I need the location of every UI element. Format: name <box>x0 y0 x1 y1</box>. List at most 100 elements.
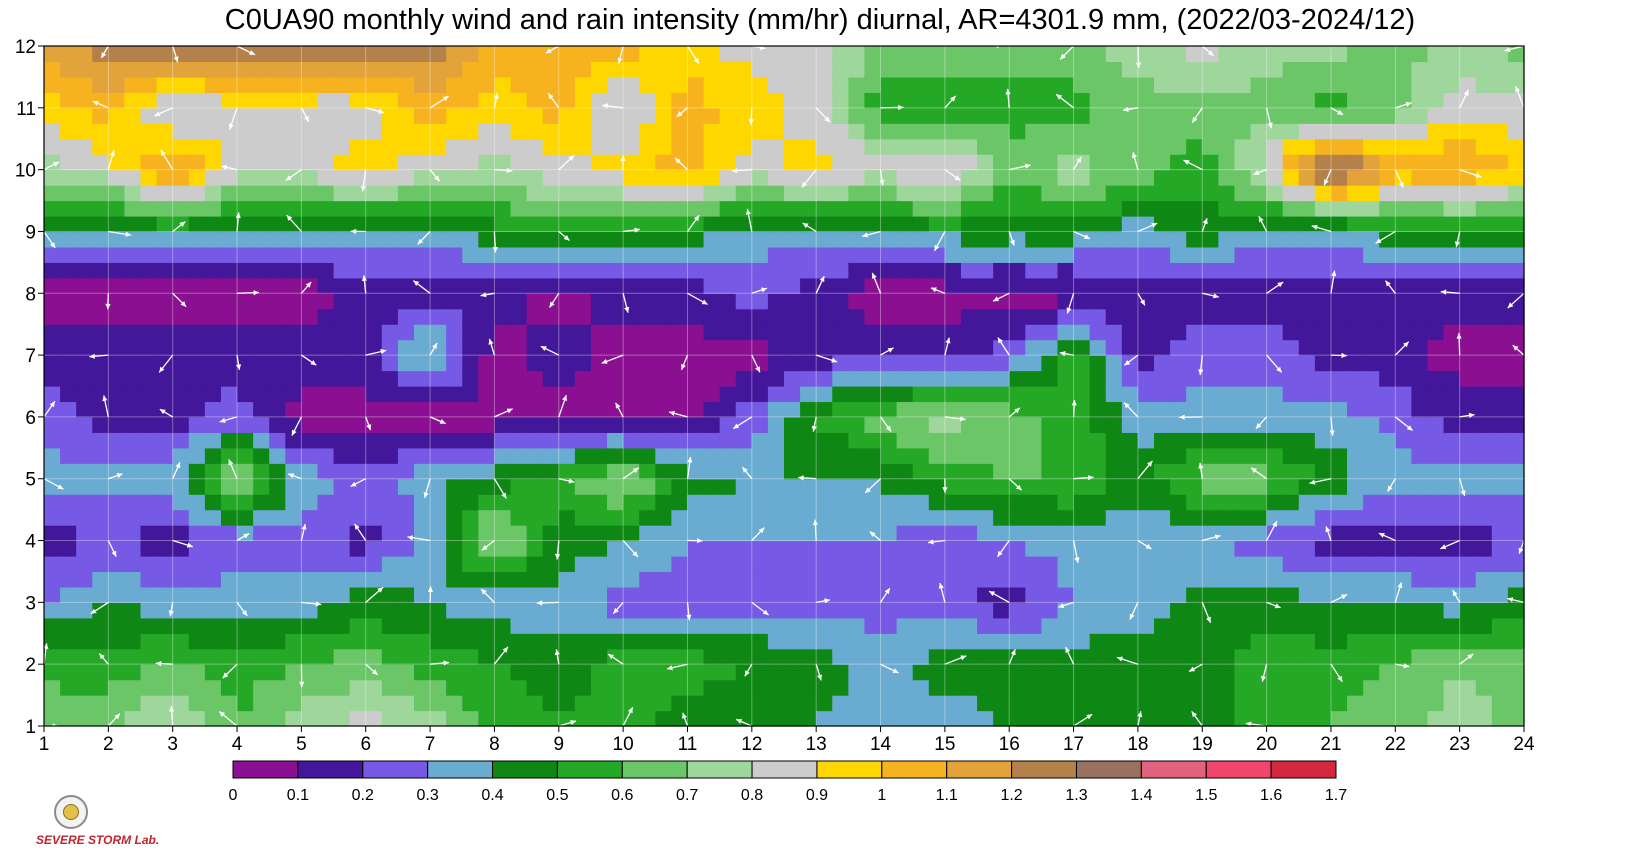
heatmap-cell <box>558 246 576 263</box>
heatmap-cell <box>76 494 93 511</box>
heatmap-cell <box>1507 107 1525 124</box>
heatmap-cell <box>44 308 61 325</box>
heatmap-cell <box>1347 447 1364 464</box>
heatmap-cell <box>977 324 994 341</box>
heatmap-cell <box>1250 679 1268 696</box>
wind-vector-head <box>1277 282 1284 288</box>
heatmap-cell <box>1234 463 1252 480</box>
heatmap-cell <box>1170 695 1187 712</box>
heatmap-cell <box>172 277 190 294</box>
heatmap-cell <box>719 123 737 140</box>
heatmap-cell <box>1475 231 1493 248</box>
heatmap-cell <box>767 169 785 186</box>
heatmap-cell <box>1121 185 1139 202</box>
heatmap-cell <box>1379 509 1396 526</box>
heatmap-cell <box>494 308 512 325</box>
heatmap-cell <box>381 231 399 248</box>
heatmap-cell <box>301 416 319 433</box>
heatmap-cell <box>767 386 785 403</box>
heatmap-cell <box>60 633 77 650</box>
heatmap-cell <box>414 633 431 650</box>
heatmap-cell <box>703 185 721 202</box>
heatmap-cell <box>751 262 769 279</box>
heatmap-cell <box>92 169 109 186</box>
heatmap-cell <box>478 246 496 263</box>
heatmap-cell <box>60 540 77 557</box>
heatmap-cell <box>944 617 962 634</box>
heatmap-cell <box>574 138 592 155</box>
heatmap-cell <box>944 185 962 202</box>
wind-vector-head <box>1137 711 1143 718</box>
heatmap-cell <box>1154 556 1171 573</box>
heatmap-cell <box>1443 200 1461 217</box>
y-tick-label: 10 <box>15 161 36 182</box>
heatmap-cell <box>349 509 367 526</box>
wind-vector-head <box>1440 289 1447 295</box>
heatmap-cell <box>1266 416 1284 433</box>
heatmap-cell <box>317 154 335 171</box>
heatmap-cell <box>1009 154 1026 171</box>
heatmap-cell <box>285 679 302 696</box>
heatmap-cell <box>1009 216 1026 233</box>
wind-vector-head <box>1398 181 1404 188</box>
heatmap-cell <box>1507 46 1525 63</box>
heatmap-cell <box>494 324 512 341</box>
heatmap-cell <box>494 679 512 696</box>
heatmap-cell <box>349 154 367 171</box>
heatmap-cell <box>1363 586 1380 603</box>
heatmap-cell <box>655 695 672 712</box>
heatmap-cell <box>880 277 898 294</box>
heatmap-cell <box>1202 617 1219 634</box>
heatmap-cell <box>1475 664 1493 681</box>
heatmap-cell <box>880 76 898 93</box>
x-tick-label: 4 <box>232 734 243 755</box>
heatmap-cell <box>333 216 351 233</box>
heatmap-cell <box>880 478 898 495</box>
heatmap-cell <box>623 169 640 186</box>
heatmap-cell <box>44 216 61 233</box>
heatmap-cell <box>832 324 849 341</box>
heatmap-cell <box>333 169 351 186</box>
heatmap-cell <box>607 262 624 279</box>
heatmap-cell <box>301 586 319 603</box>
heatmap-cell <box>156 679 174 696</box>
heatmap-cell <box>1459 138 1477 155</box>
heatmap-cell <box>993 355 1010 372</box>
wind-vector-head <box>502 646 508 653</box>
heatmap-cell <box>639 277 656 294</box>
heatmap-cell <box>1009 200 1026 217</box>
heatmap-cell <box>333 76 351 93</box>
heatmap-cell <box>590 107 608 124</box>
wind-vector-head <box>481 545 488 551</box>
heatmap-cell <box>1170 540 1187 557</box>
heatmap-cell <box>1443 710 1461 727</box>
heatmap-cell <box>1411 416 1429 433</box>
heatmap-cell <box>784 293 801 310</box>
heatmap-cell <box>1105 540 1123 557</box>
heatmap-cell <box>1443 169 1461 186</box>
heatmap-cell <box>76 246 93 263</box>
heatmap-cell <box>446 107 463 124</box>
y-tick-label: 11 <box>16 99 36 120</box>
heatmap-cell <box>1105 386 1123 403</box>
heatmap-cell <box>1025 262 1042 279</box>
heatmap-cell <box>1347 154 1364 171</box>
heatmap-cell <box>848 216 866 233</box>
heatmap-cell <box>285 61 302 78</box>
heatmap-cell <box>977 416 994 433</box>
heatmap-cell <box>1282 324 1300 341</box>
heatmap-cell <box>880 386 898 403</box>
heatmap-cell <box>864 416 882 433</box>
wind-vector-head <box>116 473 123 479</box>
heatmap-cell <box>1170 355 1187 372</box>
heatmap-cell <box>92 710 109 727</box>
heatmap-cell <box>1330 648 1348 665</box>
heatmap-cell <box>832 664 849 681</box>
heatmap-cell <box>1057 185 1075 202</box>
heatmap-cell <box>204 416 222 433</box>
heatmap-cell <box>494 478 512 495</box>
wind-vector-head <box>101 52 107 59</box>
heatmap-cell <box>1105 416 1123 433</box>
heatmap-cell <box>1202 169 1219 186</box>
